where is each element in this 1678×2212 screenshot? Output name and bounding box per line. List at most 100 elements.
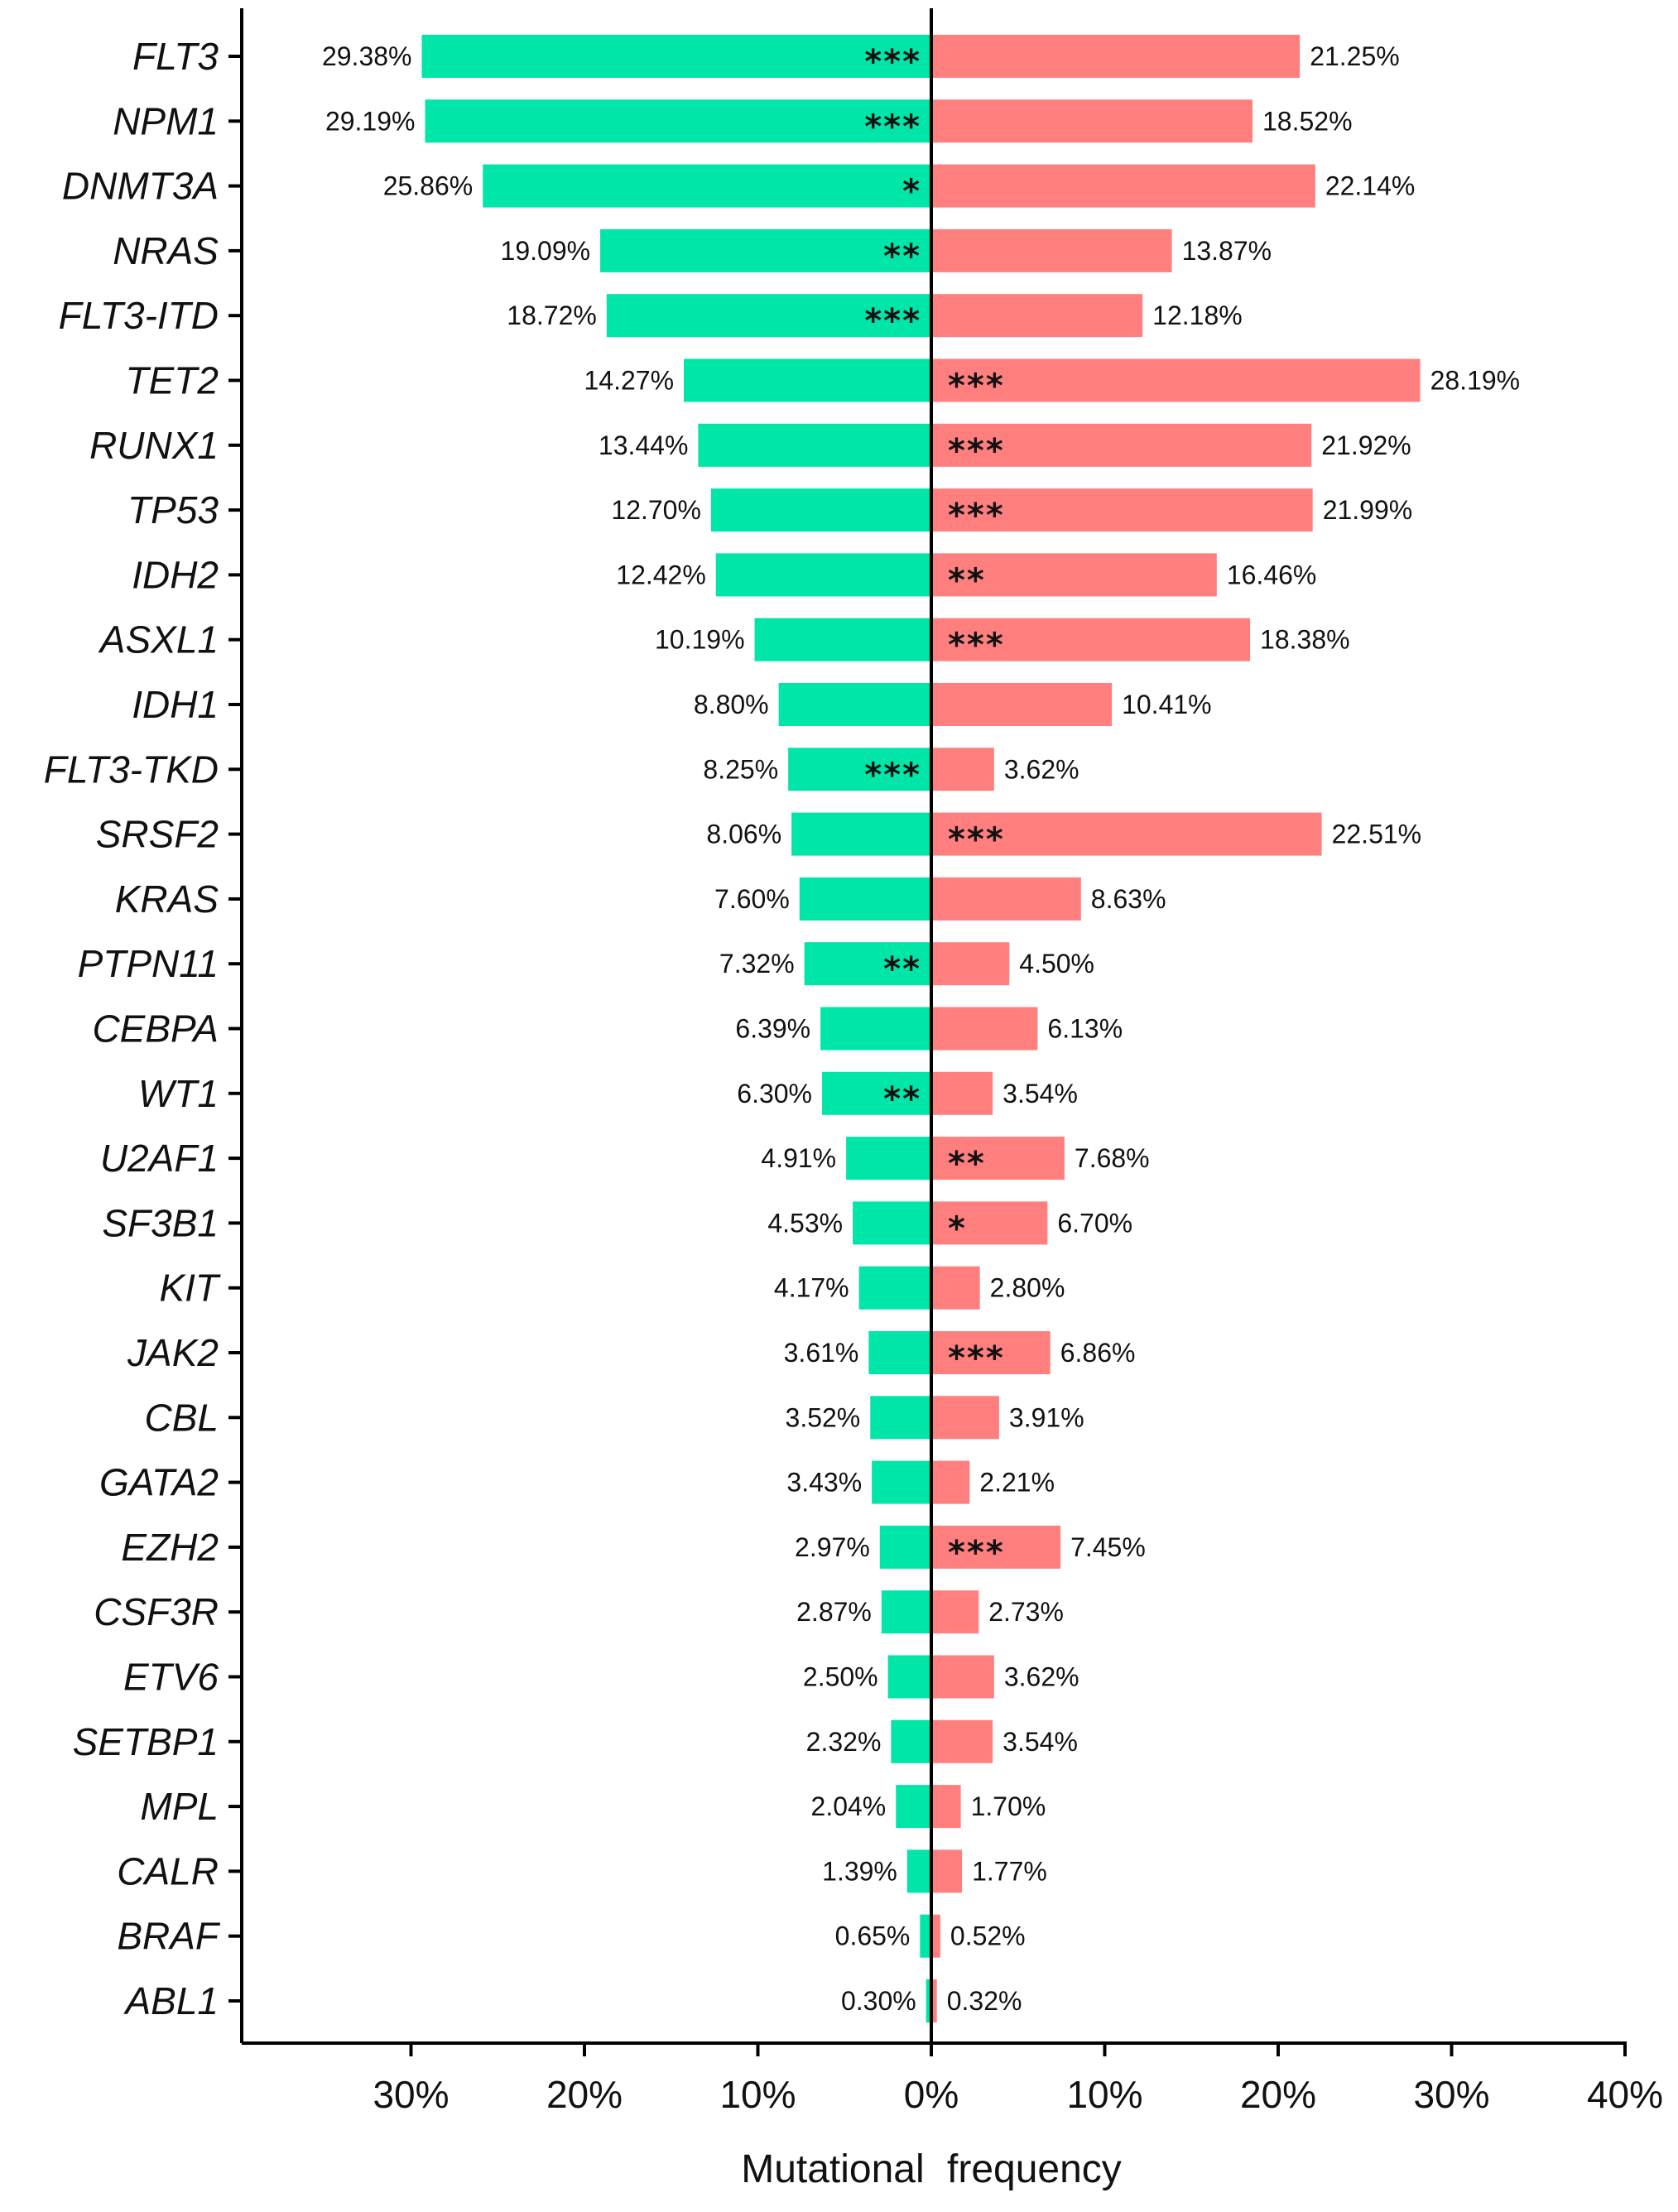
bar-left-asxl1 <box>754 618 931 661</box>
bar-right-setbp1 <box>931 1719 993 1763</box>
bar-left-ezh2 <box>879 1525 931 1569</box>
bar-left-kit <box>858 1266 931 1310</box>
bar-left-abl1 <box>926 1979 931 2022</box>
significance-right-u2af1: ** <box>948 1145 986 1183</box>
bar-left-cebpa <box>820 1007 931 1051</box>
bar-left-ptpn11 <box>804 942 931 986</box>
gene-label-u2af1: U2AF1 <box>100 1137 219 1180</box>
value-label-left-tet2: 14.27% <box>584 366 675 396</box>
gene-label-ezh2: EZH2 <box>121 1526 219 1569</box>
significance-right-tp53: *** <box>948 497 1005 535</box>
significance-left-flt3-itd: *** <box>864 302 921 340</box>
significance-left-flt3: *** <box>864 43 921 81</box>
value-label-left-mpl: 2.04% <box>811 1791 887 1821</box>
gene-labels-group: FLT3 NPM1 DNMT3A NRAS FLT3-ITD TET2 RUNX1 TP53 I… <box>44 35 221 2022</box>
bar-right-abl1 <box>931 1979 937 2022</box>
gene-label-kras: KRAS <box>115 878 219 921</box>
bar-left-sf3b1 <box>853 1201 931 1245</box>
gene-label-csf3r: CSF3R <box>94 1590 219 1633</box>
value-label-left-abl1: 0.30% <box>841 1986 916 2016</box>
bar-right-npm1 <box>931 99 1252 143</box>
bar-left-wt1 <box>822 1071 931 1115</box>
bar-left-u2af1 <box>846 1137 931 1181</box>
bar-right-mpl <box>931 1785 961 1829</box>
bar-left-etv6 <box>887 1655 931 1699</box>
gene-label-npm1: NPM1 <box>113 99 219 142</box>
bar-right-ezh2 <box>931 1525 1061 1569</box>
x-axis-title: Mutational frequency <box>741 2147 1122 2191</box>
significance-right-ezh2: *** <box>948 1534 1005 1572</box>
gene-label-cbl: CBL <box>145 1396 219 1439</box>
x-tick-label-pos10: 10% <box>1066 2073 1142 2116</box>
value-labels-group: 29.38% 21.25%***29.19% 18.52%***25.86% 22.1… <box>322 41 1520 2016</box>
gene-label-jak2: JAK2 <box>127 1331 219 1374</box>
value-label-left-csf3r: 2.87% <box>796 1597 872 1627</box>
gene-label-flt3: FLT3 <box>132 35 219 78</box>
gene-label-asxl1: ASXL1 <box>98 618 219 661</box>
value-label-right-cbl: 3.91% <box>1009 1402 1084 1432</box>
value-label-right-etv6: 3.62% <box>1004 1662 1079 1692</box>
value-label-left-tp53: 12.70% <box>611 495 701 525</box>
x-tick-label-neg20: 20% <box>546 2073 623 2116</box>
value-label-right-cebpa: 6.13% <box>1047 1014 1123 1044</box>
gene-label-cebpa: CEBPA <box>92 1007 219 1051</box>
value-label-right-calr: 1.77% <box>972 1856 1047 1886</box>
left-bars-group <box>421 35 931 2022</box>
x-tick-label-pos30: 30% <box>1413 2073 1489 2116</box>
bar-right-runx1 <box>931 423 1312 467</box>
bar-right-braf <box>931 1914 940 1958</box>
value-label-right-mpl: 1.70% <box>971 1791 1046 1821</box>
value-label-right-csf3r: 2.73% <box>988 1597 1064 1627</box>
bar-left-idh1 <box>778 683 931 726</box>
bar-right-dnmt3a <box>931 164 1315 208</box>
value-label-right-runx1: 21.92% <box>1321 430 1411 460</box>
bar-left-mpl <box>896 1785 931 1829</box>
bar-right-nras <box>931 228 1172 272</box>
value-label-left-kit: 4.17% <box>774 1273 849 1303</box>
gene-label-mpl: MPL <box>140 1785 219 1828</box>
bar-left-flt3-tkd <box>788 748 931 791</box>
gene-label-tet2: TET2 <box>126 359 219 402</box>
bar-right-idh2 <box>931 553 1217 597</box>
value-label-right-flt3-itd: 12.18% <box>1152 301 1243 330</box>
bar-right-kit <box>931 1266 980 1310</box>
bar-right-tp53 <box>931 488 1313 532</box>
x-tick-label-pos0: 0% <box>904 2073 959 2116</box>
gene-label-tp53: TP53 <box>127 488 219 531</box>
value-label-right-idh2: 16.46% <box>1227 560 1317 589</box>
value-label-right-u2af1: 7.68% <box>1075 1143 1150 1173</box>
bar-left-cbl <box>870 1396 931 1440</box>
value-label-right-braf: 0.52% <box>950 1921 1026 1951</box>
gene-label-runx1: RUNX1 <box>89 424 219 467</box>
bar-right-gata2 <box>931 1460 970 1504</box>
significance-left-flt3-tkd: *** <box>864 756 921 794</box>
significance-left-nras: ** <box>883 238 921 276</box>
significance-right-tet2: *** <box>948 368 1005 406</box>
value-label-right-ezh2: 7.45% <box>1070 1532 1146 1562</box>
value-label-left-sf3b1: 4.53% <box>767 1208 843 1238</box>
gene-label-sf3b1: SF3B1 <box>102 1201 219 1244</box>
bar-left-idh2 <box>715 553 931 597</box>
value-label-left-ptpn11: 7.32% <box>719 949 795 979</box>
value-label-right-ptpn11: 4.50% <box>1019 949 1094 979</box>
bar-left-kras <box>799 877 931 921</box>
gene-label-idh2: IDH2 <box>132 553 219 596</box>
gene-label-etv6: ETV6 <box>123 1656 219 1699</box>
value-label-left-runx1: 13.44% <box>599 430 689 460</box>
value-label-left-wt1: 6.30% <box>737 1079 812 1108</box>
value-label-left-nras: 19.09% <box>501 236 591 266</box>
bar-right-flt3-itd <box>931 294 1143 338</box>
value-label-right-tet2: 28.19% <box>1430 366 1521 396</box>
x-tick-label-neg30: 30% <box>373 2073 449 2116</box>
value-label-left-flt3: 29.38% <box>322 41 412 71</box>
bar-left-setbp1 <box>891 1719 931 1763</box>
value-label-right-setbp1: 3.54% <box>1002 1727 1078 1757</box>
gene-label-wt1: WT1 <box>138 1072 219 1115</box>
value-label-left-idh2: 12.42% <box>616 560 706 589</box>
value-label-left-cebpa: 6.39% <box>735 1014 810 1044</box>
bar-left-dnmt3a <box>483 164 931 208</box>
bar-right-cebpa <box>931 1007 1038 1051</box>
right-bars-group <box>931 35 1421 2022</box>
value-label-left-gata2: 3.43% <box>786 1468 862 1498</box>
bar-left-braf <box>920 1914 931 1958</box>
